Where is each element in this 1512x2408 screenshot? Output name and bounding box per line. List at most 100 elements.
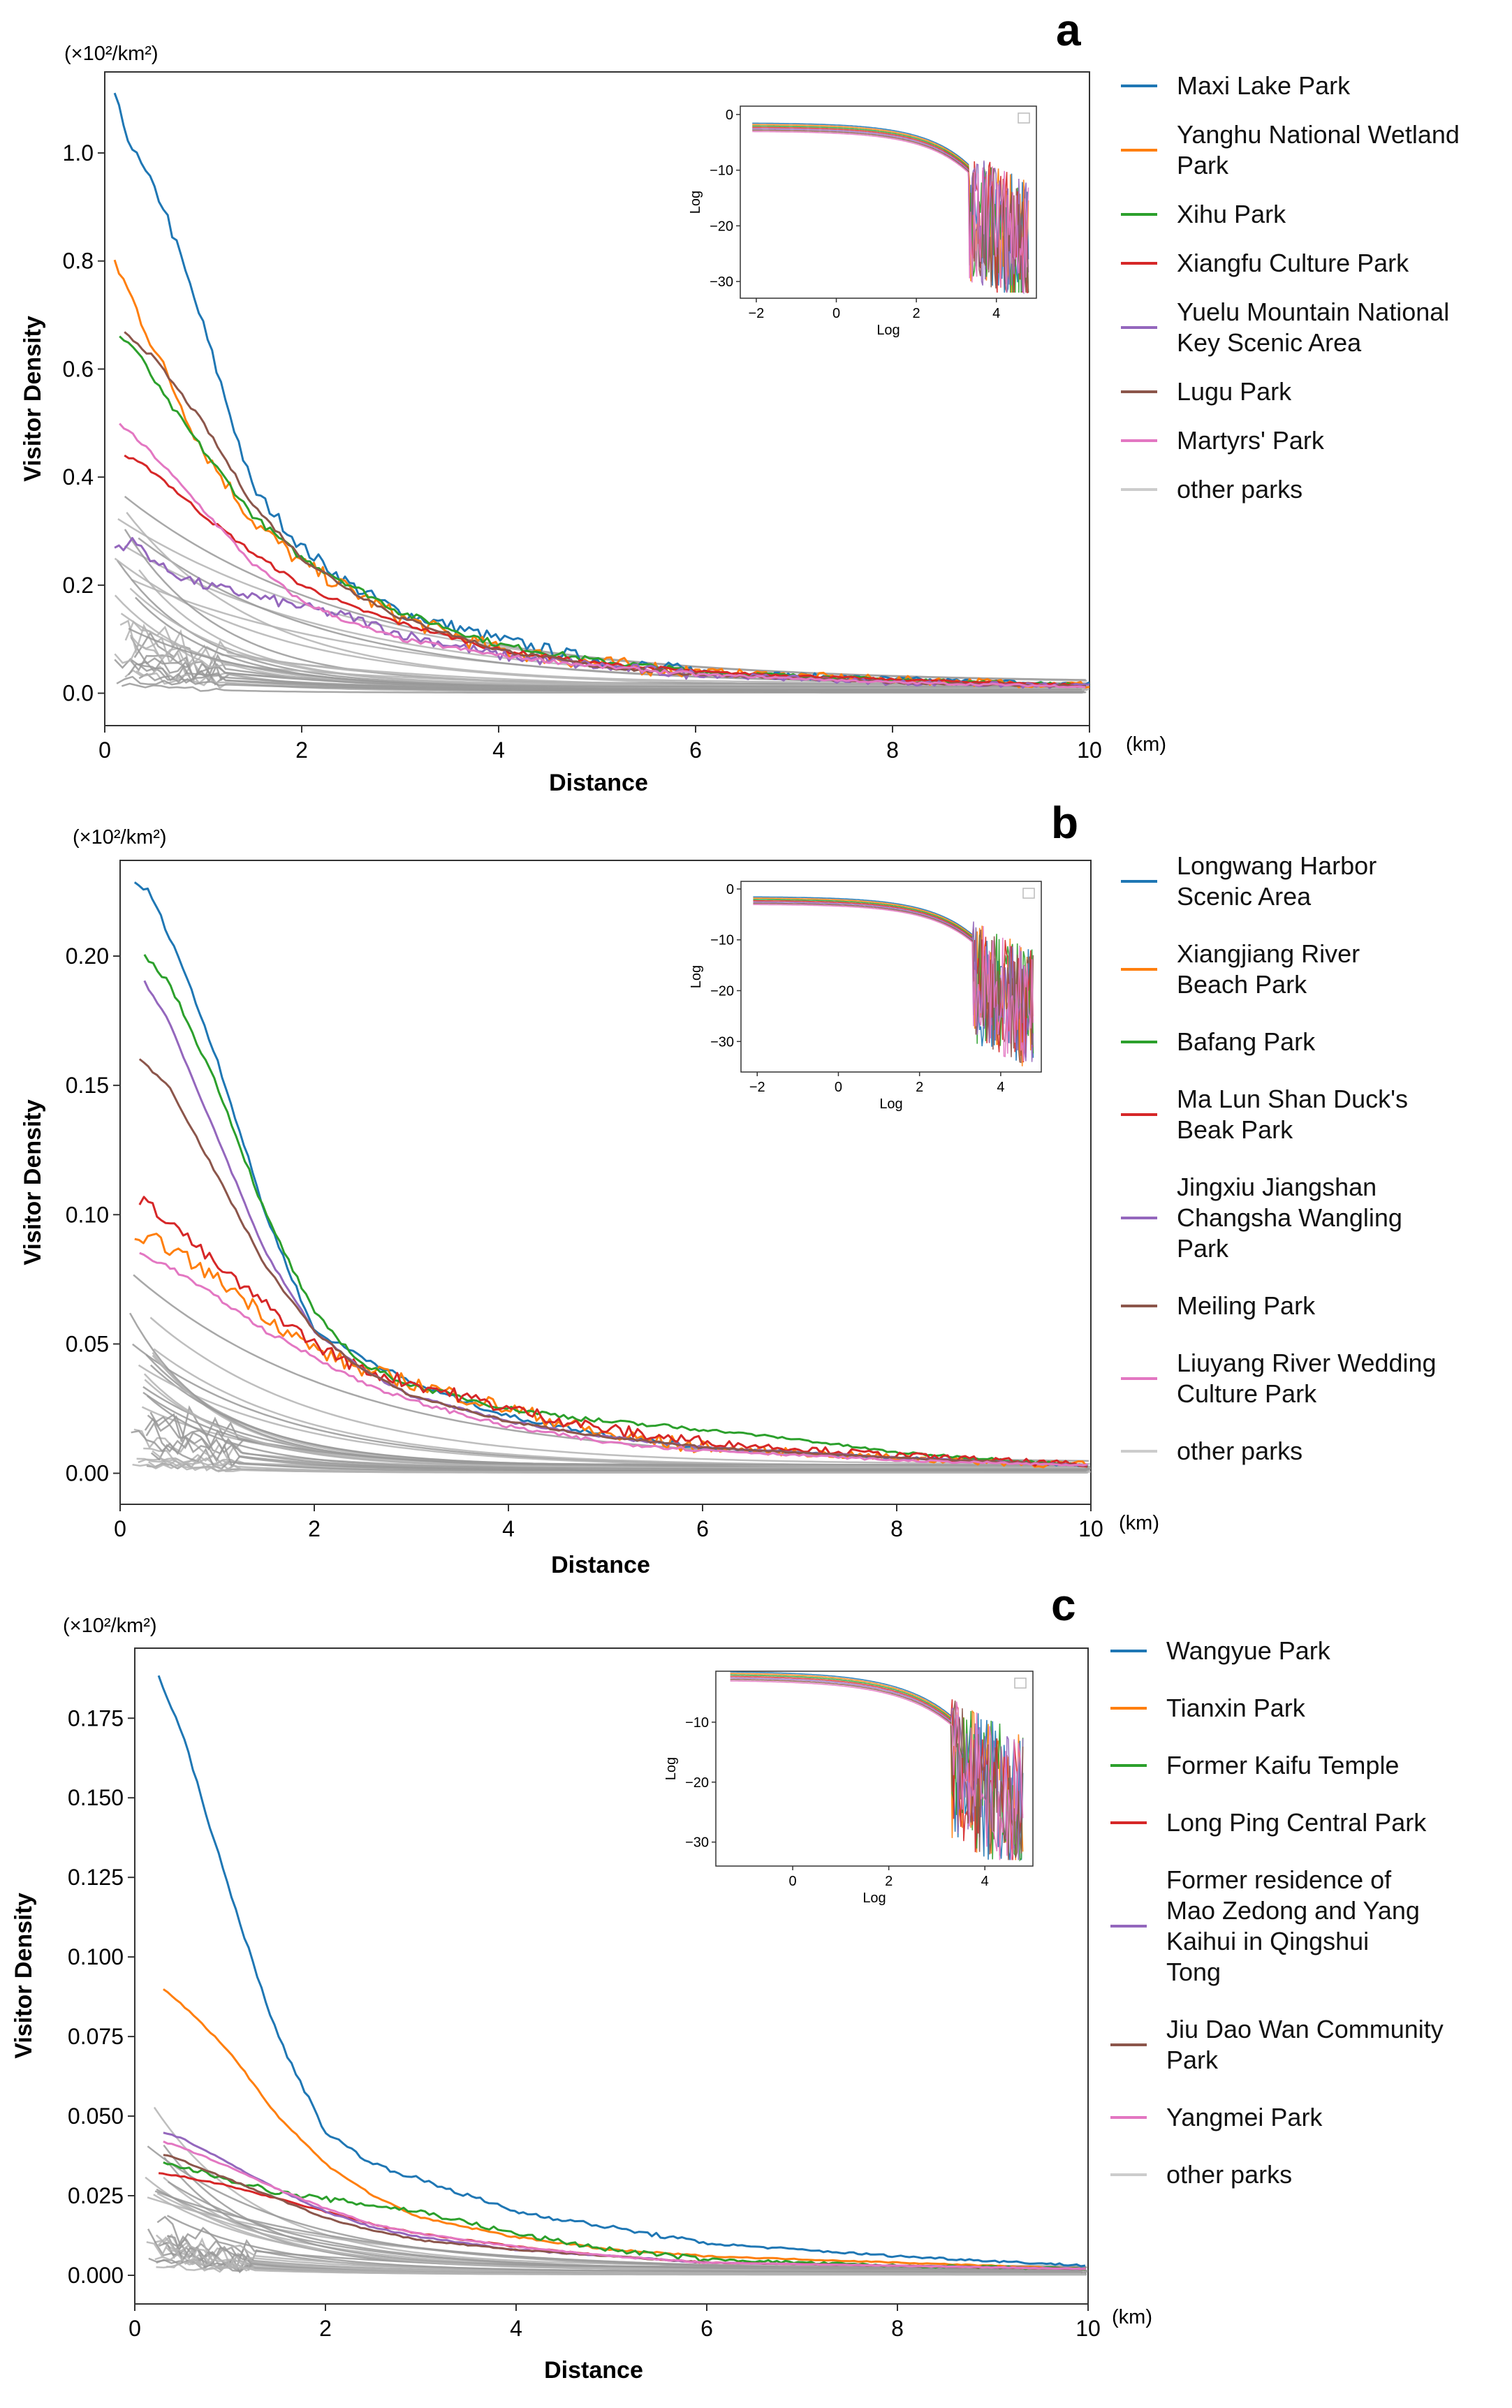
inset-series-line <box>730 1680 1024 1860</box>
legend-label: Tianxin Park <box>1166 1694 1306 1722</box>
x-tick-label: 0 <box>98 737 111 763</box>
data-series <box>113 92 1090 694</box>
x-tick-label: 6 <box>700 2316 713 2341</box>
inset-x-tick-label: 2 <box>916 1080 923 1095</box>
other-park-line <box>135 596 1089 688</box>
series-line-4 <box>138 1196 1088 1468</box>
legend-label: Wangyue Park <box>1166 1636 1331 1665</box>
legend-label: Maxi Lake Park <box>1177 71 1351 100</box>
x-tick-label: 2 <box>295 737 308 763</box>
y-tick-label: 0.8 <box>63 249 94 274</box>
other-park-line <box>116 675 1086 693</box>
series-line-5 <box>163 2131 1086 2270</box>
x-tick-label: 2 <box>308 1516 321 1541</box>
inset-y-tick-label: −30 <box>710 1034 734 1050</box>
x-tick-label: 4 <box>492 737 505 763</box>
legend-label: other parks <box>1177 475 1302 504</box>
inset-y-tick-label: −10 <box>685 1715 709 1731</box>
inset-series-line <box>730 1679 1024 1860</box>
legend-label: other parks <box>1177 1437 1302 1465</box>
inset-y-label: Log <box>688 191 703 214</box>
axis-ticks: 0 2 4 6 8 10 0.000 0.025 0.050 0.075 0.100 0.125 0.1… <box>68 1705 1101 2341</box>
y-tick-label: 0.150 <box>68 1785 124 1810</box>
y-axis-label: Visitor Density <box>10 1893 37 2059</box>
x-tick-label: 8 <box>891 2316 904 2341</box>
panel-b: b (×10²/km²) 0 2 4 6 8 10 0.00 0.05 0.10 0.15 0.20… <box>20 798 1437 1578</box>
panel-label-c: c <box>1051 1580 1076 1630</box>
data-series <box>145 1675 1088 2276</box>
series-line-3 <box>119 335 1086 687</box>
axis-ticks: 0 2 4 6 8 10 0.00 0.05 0.10 0.15 0.20 <box>66 944 1103 1541</box>
x-axis-unit: (km) <box>1112 2306 1152 2328</box>
inset-y-label: Log <box>663 1757 679 1780</box>
inset-x-tick-label: 2 <box>885 1874 893 1889</box>
y-tick-label: 0.125 <box>68 1865 124 1890</box>
inset-x-tick-label: 0 <box>788 1874 796 1889</box>
unit-label: (×10²/km²) <box>63 1615 157 1637</box>
legend-label: Lugu Park <box>1177 377 1292 406</box>
legend-label: Martyrs' Park <box>1177 426 1325 455</box>
y-tick-label: 0.175 <box>68 1705 124 1731</box>
inset-y-tick-label: −20 <box>685 1775 709 1791</box>
unit-label: (×10²/km²) <box>73 826 167 849</box>
other-park-line <box>128 627 1082 691</box>
inset-legend-box <box>1014 1677 1027 1689</box>
y-axis-label: Visitor Density <box>20 316 46 482</box>
inset-y-tick-label: 0 <box>726 882 734 897</box>
inset-loglog: 0 2 4 −10 −20 −30 Log Log <box>663 1671 1034 1906</box>
other-park-line <box>166 2215 1082 2273</box>
y-tick-label: 0.0 <box>63 681 94 706</box>
other-park-line <box>132 1343 1088 1467</box>
legend-label: Ma Lun Shan Duck's Beak Park <box>1177 1085 1408 1144</box>
x-tick-label: 8 <box>886 737 899 763</box>
unit-label: (×10²/km²) <box>64 43 159 65</box>
x-axis-label: Distance <box>551 1552 650 1578</box>
legend-label: Former residence of Mao Zedong and Yang Ka… <box>1166 1865 1420 1986</box>
legend-label: Former Kaifu Temple <box>1166 1751 1399 1779</box>
legend-label: Yanghu National Wetland Park <box>1177 120 1460 179</box>
y-tick-label: 0.000 <box>68 2263 124 2288</box>
inset-y-tick-label: −30 <box>685 1835 709 1851</box>
y-tick-label: 0.2 <box>63 573 94 598</box>
panel-a: a (×10²/km²) 0 2 4 6 8 10 0.0 0.2 0.4 0.6 0.8 1.0 D… <box>20 5 1460 796</box>
y-tick-label: 0.4 <box>63 464 94 490</box>
inset-x-tick-label: 2 <box>913 306 920 321</box>
legend-label: Xiangfu Culture Park <box>1177 249 1409 277</box>
y-tick-label: 0.20 <box>66 944 109 969</box>
legend: Wangyue Park Tianxin Park Former Kaifu Tem… <box>1110 1636 1444 2189</box>
other-park-line <box>147 1460 1089 1474</box>
axis-ticks: 0 2 4 6 8 10 0.0 0.2 0.4 0.6 0.8 1.0 <box>63 140 1102 763</box>
other-park-line <box>129 1312 1085 1466</box>
inset-y-tick-label: −10 <box>710 933 734 948</box>
legend-label: Yuelu Mountain National Key Scenic Area <box>1177 298 1449 357</box>
inset-legend-box <box>1018 112 1030 124</box>
x-axis-unit: (km) <box>1119 1512 1159 1534</box>
legend-label: other parks <box>1166 2160 1292 2189</box>
inset-x-label: Log <box>863 1891 886 1906</box>
other-park-line <box>124 495 1086 681</box>
inset-series-line <box>753 902 1034 1064</box>
x-tick-label: 0 <box>129 2316 141 2341</box>
legend-label: Liuyang River Wedding Culture Park <box>1177 1349 1437 1408</box>
panel-label-b: b <box>1051 798 1078 848</box>
y-tick-label: 0.15 <box>66 1073 109 1098</box>
series-line-7 <box>139 1251 1088 1467</box>
y-tick-label: 0.025 <box>68 2183 124 2208</box>
y-axis-label: Visitor Density <box>20 1099 46 1265</box>
series-line-7 <box>163 2140 1086 2270</box>
other-park-line <box>138 1364 1087 1469</box>
y-tick-label: 0.05 <box>66 1331 109 1356</box>
legend-label: Jingxiu Jiangshan Changsha Wangling Park <box>1177 1173 1402 1263</box>
legend-label: Yangmei Park <box>1166 2103 1323 2131</box>
other-park-line <box>130 654 1085 692</box>
y-tick-label: 0.6 <box>63 356 94 381</box>
series-line-4 <box>124 454 1087 687</box>
inset-series-line <box>730 1677 1024 1860</box>
inset-legend-box <box>1022 888 1035 899</box>
inset-y-tick-label: −30 <box>710 274 733 290</box>
x-tick-label: 4 <box>510 2316 522 2341</box>
inset-x-tick-label: 0 <box>835 1080 842 1095</box>
inset-x-tick-label: −2 <box>749 306 765 321</box>
